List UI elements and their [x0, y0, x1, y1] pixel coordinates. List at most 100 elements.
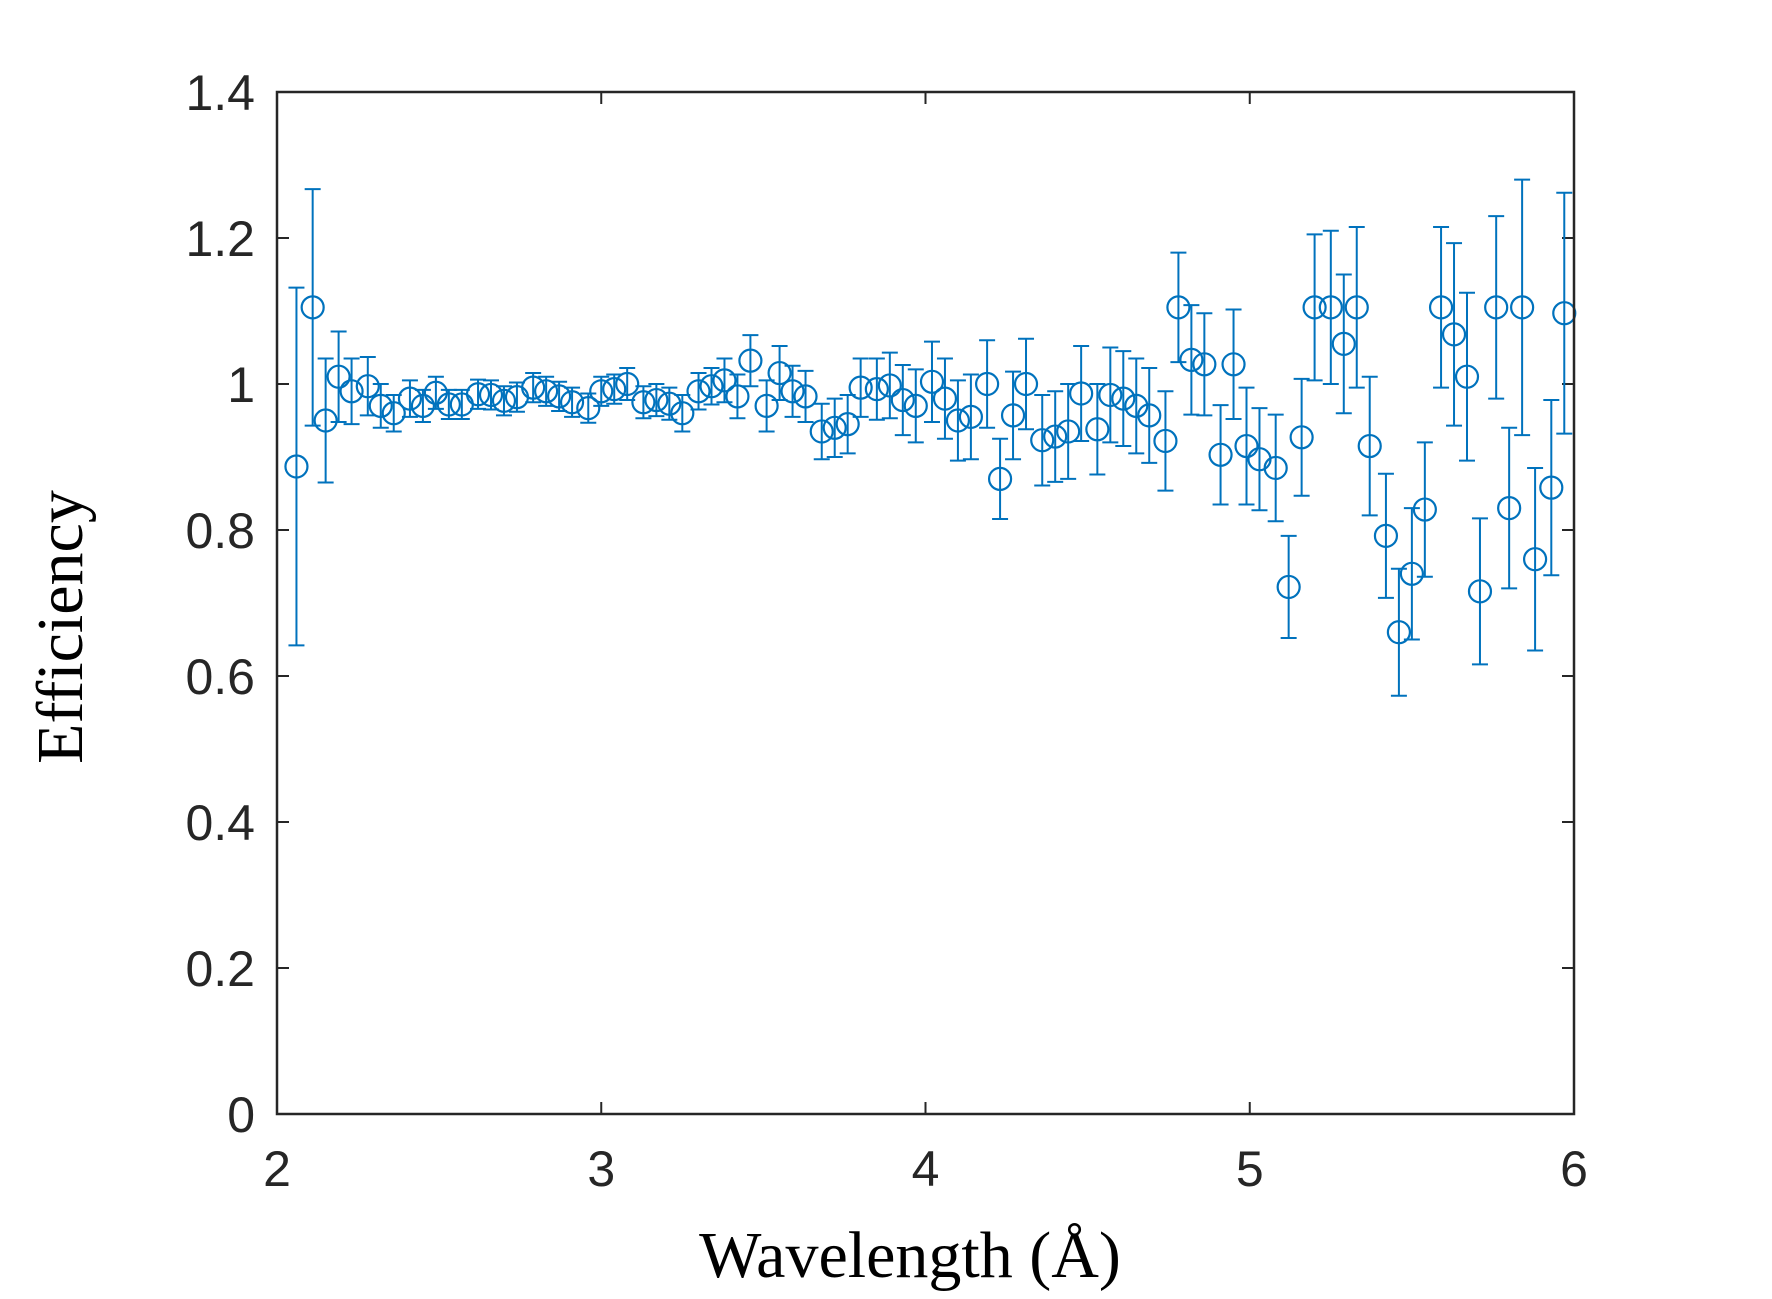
data-point: [546, 384, 572, 409]
data-point: [958, 404, 983, 429]
data-point: [1399, 561, 1424, 586]
data-point: [809, 419, 834, 444]
data-point: [932, 386, 958, 411]
data-point: [436, 392, 461, 417]
data-point: [326, 364, 351, 389]
data-point: [919, 369, 945, 394]
data-point: [1166, 295, 1191, 320]
data-point: [1331, 331, 1356, 356]
data-point: [822, 415, 847, 440]
data-point: [1179, 347, 1204, 373]
plot-area-box: [275, 90, 1576, 1116]
data-point: [699, 374, 724, 399]
data-point: [793, 384, 818, 409]
data-point: [576, 395, 601, 421]
data-point: [1497, 496, 1522, 521]
data-point: [767, 360, 792, 386]
data-point: [754, 393, 779, 418]
data-point: [1043, 424, 1068, 449]
data-point: [615, 371, 640, 397]
data-point: [1373, 523, 1399, 548]
y-tick-label: 1: [227, 357, 255, 413]
data-point: [1234, 433, 1259, 459]
data-point: [1428, 295, 1454, 320]
data-point: [410, 393, 436, 418]
data-point: [1208, 442, 1233, 467]
data-point: [712, 368, 737, 393]
data-point: [670, 401, 695, 426]
data-point: [1000, 403, 1026, 428]
data-point: [987, 466, 1013, 491]
data-point: [1276, 574, 1301, 600]
data-point: [1344, 295, 1369, 320]
data-point: [1289, 425, 1314, 450]
data-point: [848, 375, 873, 400]
data-point: [1522, 547, 1548, 572]
data-point: [1030, 428, 1055, 453]
data-point: [945, 408, 971, 433]
data-point: [1263, 455, 1288, 481]
data-point: [397, 386, 423, 411]
y-tick-label: 0.6: [185, 649, 255, 705]
data-point: [780, 379, 805, 404]
x-axis-title: Wavelength (Å): [699, 1219, 1121, 1292]
data-point: [381, 401, 406, 426]
data-point: [284, 454, 309, 479]
data-point: [903, 393, 928, 418]
data-point: [975, 371, 1000, 397]
data-point: [1539, 475, 1564, 500]
axis-tick-labels: 2 3 4 5 6 0 0.2 0.4 0.6 0.8 1 1.2 1.4: [185, 65, 1587, 1197]
series-group: [284, 178, 1577, 697]
data-point: [631, 390, 656, 415]
y-tick-label: 0.4: [185, 795, 255, 851]
data-point: [835, 412, 860, 437]
data-point: [478, 382, 504, 408]
x-tick-label: 4: [912, 1141, 940, 1197]
data-point: [465, 382, 491, 407]
data-point: [1221, 352, 1246, 377]
data-point: [1441, 322, 1467, 347]
data-point: [1510, 295, 1535, 320]
data-point: [1124, 393, 1149, 418]
data-point: [1098, 382, 1123, 408]
data-point: [589, 379, 614, 404]
data-point: [1137, 403, 1162, 428]
y-tick-label: 0.8: [185, 503, 255, 559]
y-tick-label: 1.2: [185, 211, 255, 267]
data-point: [1454, 364, 1480, 389]
data-point: [1192, 352, 1217, 377]
data-point: [1111, 386, 1136, 411]
data-point: [300, 295, 325, 320]
data-point: [1302, 295, 1327, 320]
data-point: [1318, 295, 1343, 320]
data-point: [1386, 620, 1412, 645]
data-point: [534, 379, 559, 404]
data-point: [559, 390, 585, 415]
data-point: [1357, 433, 1382, 459]
data-point: [491, 388, 517, 413]
data-point: [738, 348, 763, 373]
x-tick-label: 2: [263, 1141, 291, 1197]
data-point: [877, 373, 902, 398]
data-point: [313, 408, 338, 433]
x-tick-label: 6: [1560, 1141, 1588, 1197]
data-point: [368, 393, 393, 418]
data-point: [890, 387, 915, 413]
y-tick-label: 0.2: [185, 941, 255, 997]
data-point: [725, 384, 750, 409]
data-point: [1069, 381, 1094, 406]
data-point: [1552, 301, 1577, 326]
y-tick-label: 1.4: [185, 65, 255, 121]
x-tick-label: 3: [587, 1141, 615, 1197]
data-point: [864, 377, 889, 402]
data-point: [1085, 417, 1110, 442]
x-tick-label: 5: [1236, 1141, 1264, 1197]
data-point: [686, 379, 711, 404]
data-point: [1153, 428, 1178, 454]
data-point: [1412, 497, 1437, 522]
data-point: [602, 377, 627, 402]
data-point: [1467, 579, 1493, 604]
data-point: [1013, 371, 1039, 397]
